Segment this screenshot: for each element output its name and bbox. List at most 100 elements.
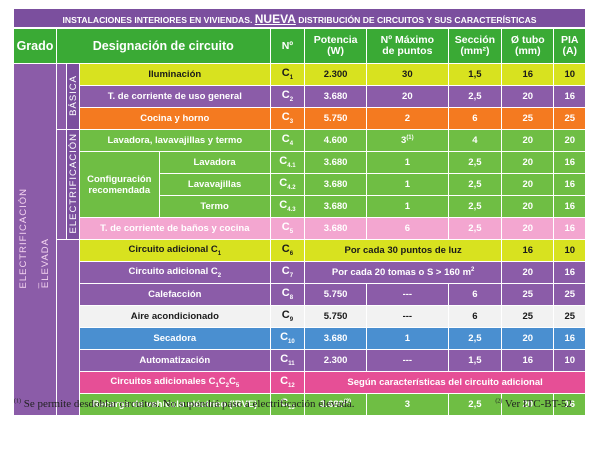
header-designacion: Designación de circuito <box>55 28 271 64</box>
circuit-number: C12 <box>269 371 306 394</box>
power-value: 3.680 <box>304 173 367 196</box>
circuit-name: Lavadora, lavavajillas y termo <box>78 129 271 152</box>
section-value: 2,5 <box>447 151 503 174</box>
circuit-number: C4.2 <box>269 173 306 196</box>
pia-value: 16 <box>553 217 586 240</box>
circuit-name: Automatización <box>78 349 271 372</box>
tube-diameter: 20 <box>501 393 555 416</box>
tube-diameter: 20 <box>501 195 555 218</box>
max-points-value: 3 <box>365 393 449 416</box>
circuit-number: C8 <box>269 283 306 306</box>
circuit-name: Circuito adicional C2 <box>78 261 271 284</box>
pia-value: 16 <box>553 173 586 196</box>
tube-diameter: 20 <box>501 129 555 152</box>
section-value: 2,5 <box>447 173 503 196</box>
max-points-value: --- <box>365 349 449 372</box>
circuit-name: Circuitos adicionales C1C2C5 <box>78 371 271 394</box>
circuit-name: Aire acondicionado <box>78 305 271 328</box>
circuit-table: Grado Designación de circuito Nº Potenci… <box>13 28 586 416</box>
table-row: ELECTRIFICACIÓN Lavadora, lavavajillas y … <box>14 129 586 240</box>
pia-value: 16 <box>553 151 586 174</box>
grade-basica-label: BÁSICA <box>66 63 80 130</box>
max-points-value: 1 <box>365 151 449 174</box>
pia-value: 10 <box>553 239 586 262</box>
circuit-number: C13 <box>269 393 306 416</box>
table-row: Circuito adicional C2 C7 Por cada 20 tomas… <box>14 261 586 284</box>
section-value: 6 <box>447 107 503 130</box>
circuit-number: C3 <box>269 107 306 130</box>
merged-value: Por cada 30 puntos de luz <box>304 239 503 262</box>
header-max-puntos: Nº Máximo de puntos <box>365 28 449 64</box>
table-row: Recarga de vehículo eléctrico (IRVE) C13 3… <box>14 393 586 416</box>
header-potencia: Potencia (W) <box>304 28 367 64</box>
header-row: Grado Designación de circuito Nº Potenci… <box>13 28 586 64</box>
grade-electrificacion-basica-label: ELECTRIFICACIÓN <box>66 129 80 240</box>
table-row: Aire acondicionado C9 5.750 --- 6 25 25 <box>14 305 586 328</box>
section-value: 2,5 <box>447 195 503 218</box>
pia-value: 25 <box>553 107 586 130</box>
power-value: 5.750 <box>304 283 367 306</box>
table-row: Configuración recomendada Lavadora C4.1 3.6… <box>14 151 586 218</box>
circuit-number: C10 <box>269 327 306 350</box>
power-value: 3.680 <box>304 327 367 350</box>
grade-elevada-label: ELECTRIFICACIÓN _ ELEVADA <box>13 63 57 416</box>
circuit-name: Lavavajillas <box>158 173 271 196</box>
circuit-number: C11 <box>269 349 306 372</box>
section-value: 2,5 <box>447 85 503 108</box>
power-value: 3.680 <box>304 151 367 174</box>
section-value: 2,5 <box>447 217 503 240</box>
section-value: 2,5 <box>447 393 503 416</box>
pia-value: 25 <box>553 283 586 306</box>
tube-diameter: 25 <box>501 283 555 306</box>
circuit-name: Iluminación <box>78 63 271 86</box>
section-value: 4 <box>447 129 503 152</box>
power-value: 3.680 <box>304 85 367 108</box>
power-value: 2.300 <box>304 63 367 86</box>
section-value: 6 <box>447 305 503 328</box>
tube-diameter: 20 <box>501 217 555 240</box>
grade-elevada-spacer <box>55 239 80 416</box>
header-grado: Grado <box>13 28 57 64</box>
tube-diameter: 25 <box>501 305 555 328</box>
table-row: ELECTRIFICACIÓN _ ELEVADA BÁSICA Iluminaci… <box>13 63 586 416</box>
circuit-name: Lavadora <box>158 151 271 174</box>
circuit-name: Calefacción <box>78 283 271 306</box>
footnote-1: (1) Se permite desdoblar circuitos. No s… <box>14 398 355 410</box>
pia-value: 10 <box>553 349 586 372</box>
table-body: ELECTRIFICACIÓN _ ELEVADA BÁSICA Iluminaci… <box>13 63 586 416</box>
power-value: 5.750 <box>304 305 367 328</box>
circuit-number: C9 <box>269 305 306 328</box>
table-row: Secadora C10 3.680 1 2,5 20 16 <box>14 327 586 350</box>
circuit-number: C6 <box>269 239 306 262</box>
circuit-number: C4.1 <box>269 151 306 174</box>
merged-value: Por cada 20 tomas o S > 160 m2 <box>304 261 503 284</box>
circuit-name: Cocina y horno <box>78 107 271 130</box>
tube-diameter: 20 <box>501 261 555 284</box>
circuit-name: T. de corriente de baños y cocina <box>78 217 271 240</box>
grade-basica-spacer-2 <box>55 129 68 240</box>
power-value: 3.680 <box>304 195 367 218</box>
power-value: 4.600 <box>304 129 367 152</box>
tube-diameter: 20 <box>501 327 555 350</box>
max-points-value: 2 <box>365 107 449 130</box>
pia-value: 16 <box>553 261 586 284</box>
max-points-value: --- <box>365 283 449 306</box>
table-row: Cocina y horno C3 5.750 2 6 25 25 <box>14 107 586 130</box>
table-row: Circuito adicional C1 C6 Por cada 30 punto… <box>14 239 586 416</box>
section-value: 1,5 <box>447 349 503 372</box>
pia-value: 16 <box>553 195 586 218</box>
power-value: 3.680 <box>304 217 367 240</box>
circuit-number: C1 <box>269 63 306 86</box>
header-pia: PIA (A) <box>553 28 586 64</box>
pia-value: 20 <box>553 129 586 152</box>
power-value: 5.750 <box>304 107 367 130</box>
tube-diameter: 20 <box>501 85 555 108</box>
circuit-number: C5 <box>269 217 306 240</box>
max-points-value: 6 <box>365 217 449 240</box>
circuit-name: T. de corriente de uso general <box>78 85 271 108</box>
tube-diameter: 16 <box>501 239 555 262</box>
max-points-value: 1 <box>365 173 449 196</box>
circuit-name: Secadora <box>78 327 271 350</box>
title-banner: INSTALACIONES INTERIORES EN VIVIENDAS. N… <box>13 8 586 28</box>
tube-diameter: 20 <box>501 151 555 174</box>
